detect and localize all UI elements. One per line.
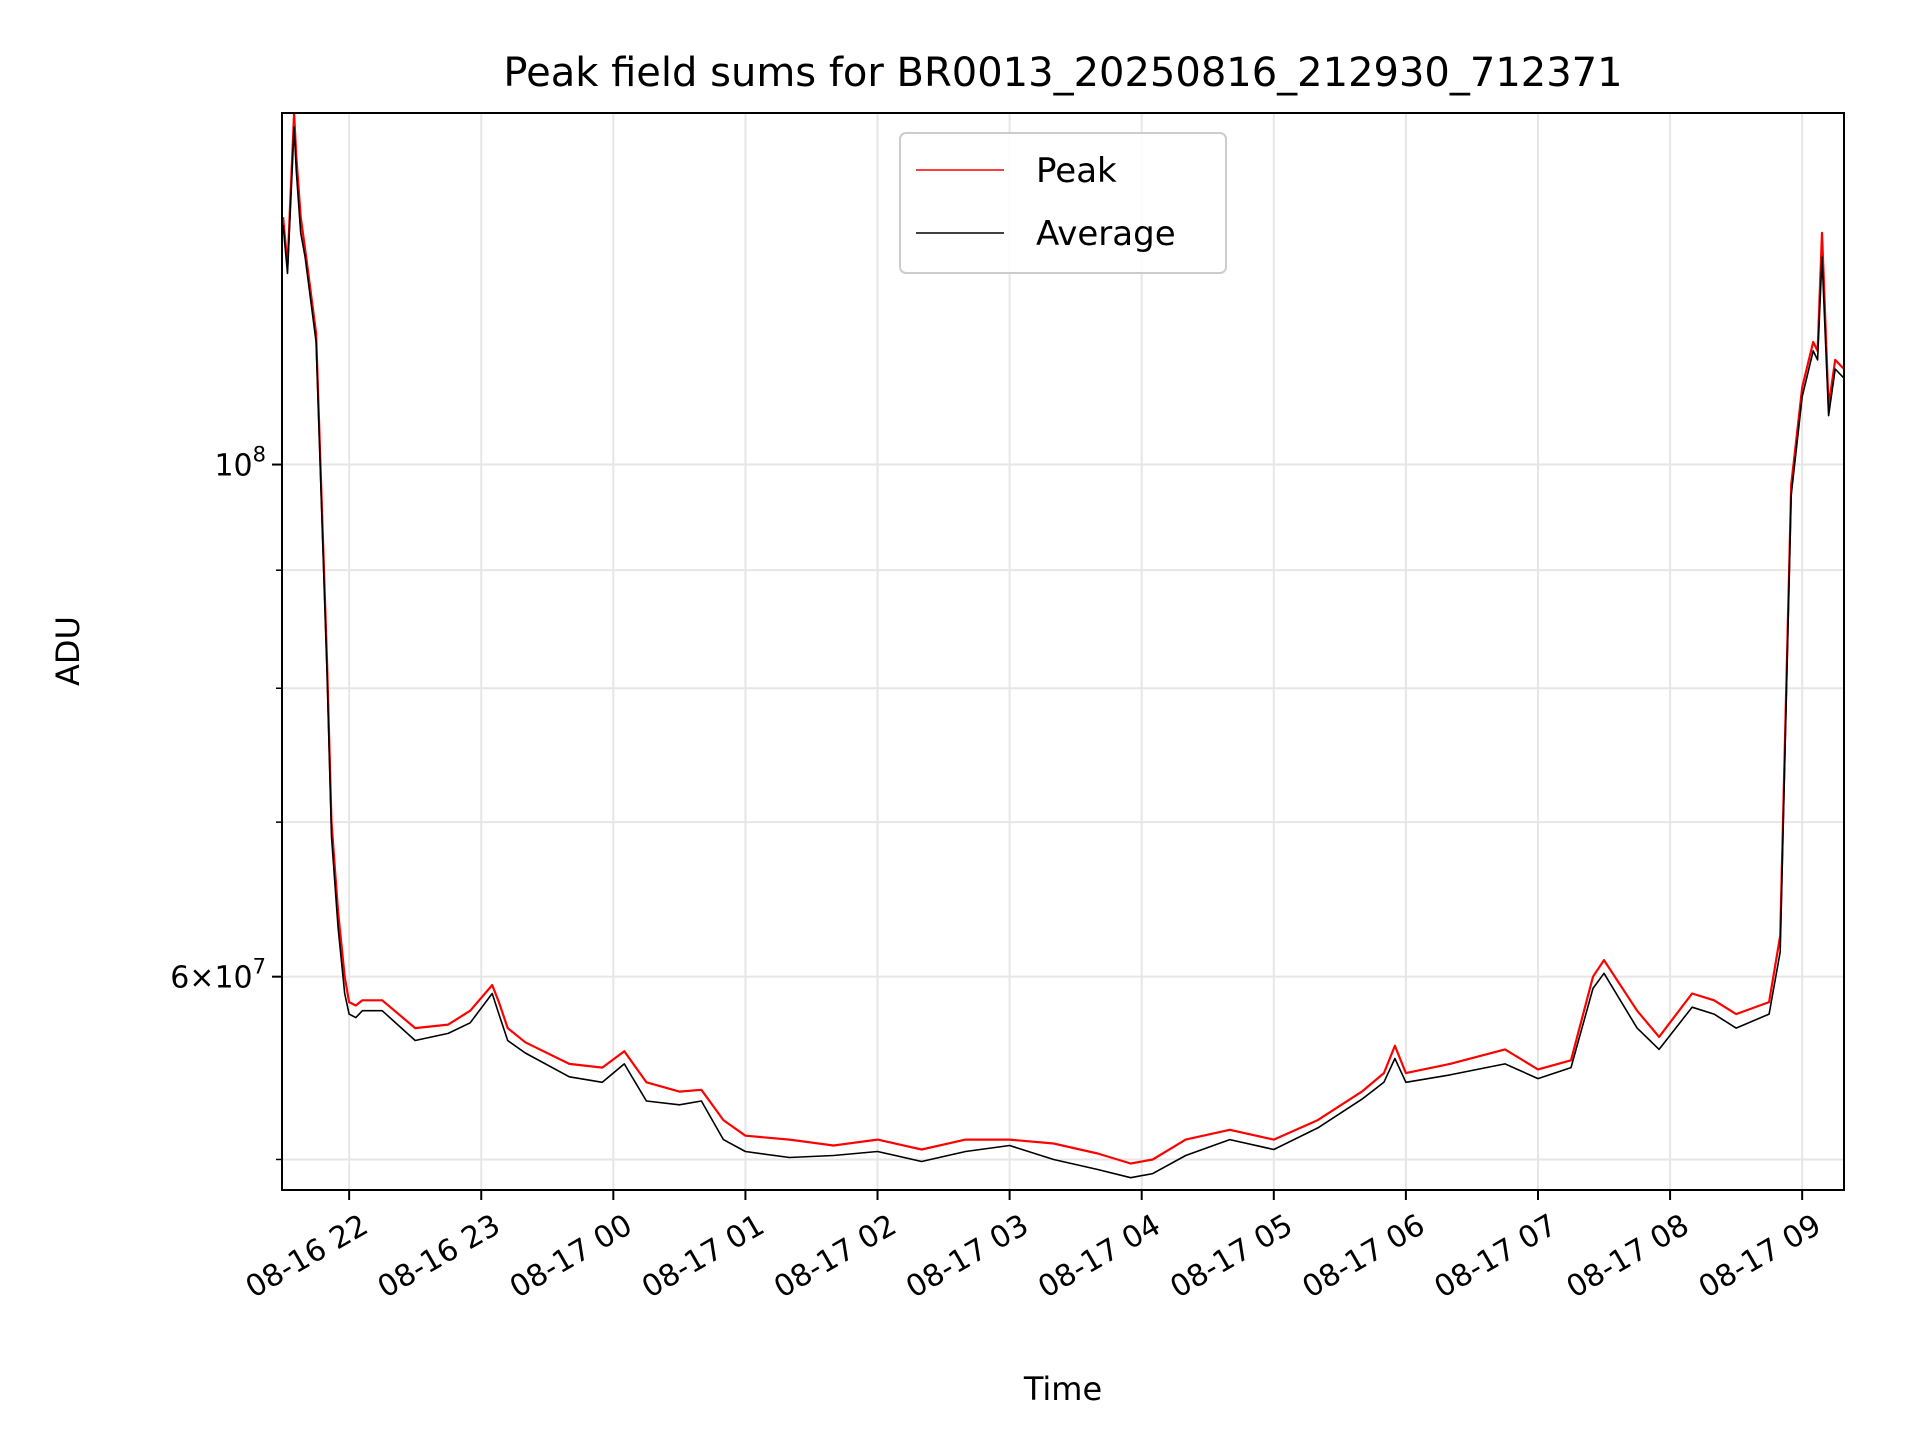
series-lines xyxy=(282,111,1845,1179)
x-tick-label: 08-16 22 xyxy=(240,1208,374,1306)
legend-label-average: Average xyxy=(1036,214,1176,254)
x-tick-label: 08-17 05 xyxy=(1164,1208,1298,1306)
x-tick-label: 08-17 00 xyxy=(504,1208,638,1306)
y-tick-label: 108 xyxy=(214,443,266,484)
legend: Peak Average xyxy=(899,132,1227,274)
plot-frame xyxy=(281,112,1845,1191)
grid xyxy=(282,113,1844,1190)
x-tick-label: 08-17 09 xyxy=(1693,1208,1827,1306)
x-tick-label: 08-17 04 xyxy=(1032,1208,1166,1306)
series-line-peak xyxy=(282,111,1845,1165)
x-tick-label: 08-17 02 xyxy=(768,1208,902,1306)
x-tick-label: 08-17 01 xyxy=(636,1208,770,1306)
x-tick-label: 08-17 07 xyxy=(1429,1208,1563,1306)
chart-title: Peak field sums for BR0013_20250816_2129… xyxy=(503,50,1622,96)
x-tick-label: 08-16 23 xyxy=(372,1208,506,1306)
y-tick-label: 6×107 xyxy=(170,955,266,996)
y-axis-title: ADU xyxy=(49,616,87,686)
series-line-average xyxy=(282,126,1845,1179)
legend-box xyxy=(899,132,1227,274)
x-tick-label: 08-17 08 xyxy=(1561,1208,1695,1306)
x-tick-label: 08-17 03 xyxy=(900,1208,1034,1306)
x-axis-title: Time xyxy=(1023,1370,1102,1408)
legend-label-peak: Peak xyxy=(1036,151,1117,191)
x-tick-label: 08-17 06 xyxy=(1297,1208,1431,1306)
